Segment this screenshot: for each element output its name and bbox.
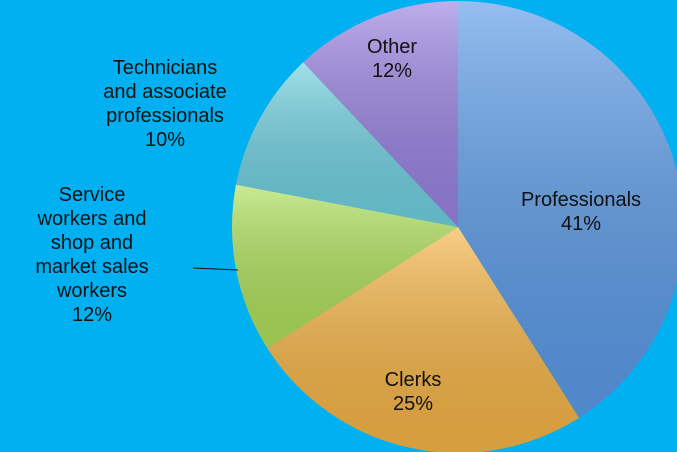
slice-shade: [267, 227, 580, 452]
category-label: Professionals: [520, 189, 642, 211]
category-label: Service workers and shop and market sale…: [35, 184, 149, 302]
slice-label: Clerks 25%: [353, 368, 473, 416]
slice-label: Other 12%: [332, 35, 452, 83]
slice-shade: [236, 62, 458, 228]
category-label: Clerks: [384, 369, 442, 391]
slice-shade: [458, 1, 677, 418]
value-label: 10%: [144, 129, 186, 151]
slice-label: Service workers and shop and market sale…: [28, 183, 156, 327]
slice-label: Professionals 41%: [501, 188, 661, 236]
slice-shade: [303, 1, 458, 227]
leader-line: [192, 267, 239, 271]
category-label: Other: [366, 36, 418, 58]
value-label: 12%: [371, 60, 413, 82]
category-label: Technicians and associate professionals: [103, 57, 227, 127]
value-label: 25%: [392, 393, 434, 415]
value-label: 41%: [560, 213, 602, 235]
slice-label: Technicians and associate professionals 1…: [95, 56, 235, 152]
slice-shade: [232, 184, 458, 349]
value-label: 12%: [71, 304, 113, 326]
